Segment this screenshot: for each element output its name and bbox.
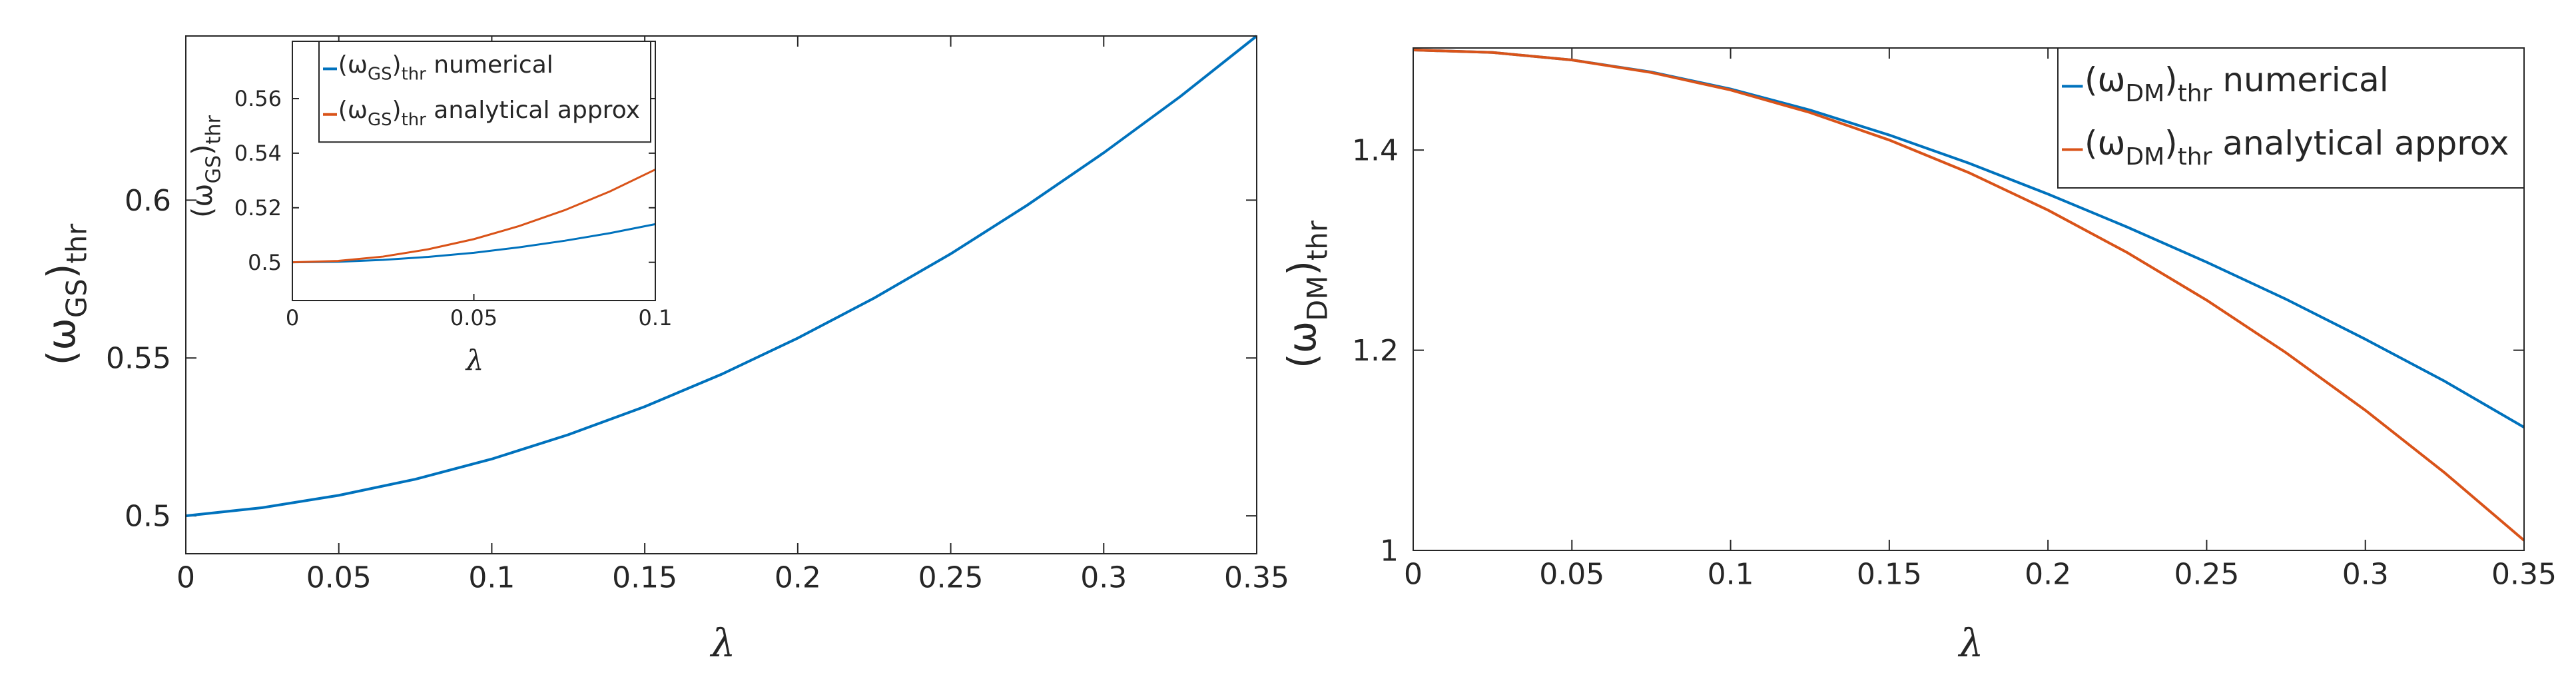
label-part: analytical approx — [426, 97, 640, 124]
series-line — [292, 223, 656, 264]
axes: 0 0.05 0.10.50.520.540.56λ(ωGS)thr(ωGS)thr… — [186, 41, 672, 376]
x-tick-label: 0.15 — [1857, 558, 1922, 592]
label-part: thr — [1301, 220, 1333, 261]
label-part: analytical approx — [2212, 124, 2509, 163]
y-tick-label: 1.2 — [1352, 334, 1399, 368]
y-tick-label: 0.52 — [234, 195, 282, 221]
axes-box — [1413, 47, 2525, 551]
label-part: ) — [1279, 261, 1325, 276]
y-axis-label: (ωDM)thr — [1279, 220, 1333, 368]
x-tick-label: 0.3 — [1080, 561, 1127, 595]
axes: 0 0.05 0.1 0.15 0.2 0.25 0.3 0.350.50.550.6λ(ωG… — [39, 35, 1289, 666]
label-part: numerical — [426, 51, 553, 79]
x-tick-label: 0.2 — [2025, 558, 2071, 592]
legend-box — [2057, 47, 2525, 189]
label-part: thr — [402, 110, 427, 130]
x-tick-label: 0.1 — [1708, 558, 1754, 592]
label-part: GS — [368, 65, 392, 85]
series-line — [185, 35, 1258, 518]
x-tick-label: 0.2 — [775, 561, 821, 595]
label-part: ) — [186, 144, 218, 155]
y-tick-label: 0.5 — [248, 250, 282, 275]
x-tick-label: 0.05 — [450, 305, 497, 331]
label-part: (ω — [2085, 61, 2125, 99]
series-line — [292, 169, 656, 264]
y-tick-label: 0.56 — [234, 86, 282, 111]
label-part: (ω — [1279, 321, 1325, 368]
label-part: ) — [2164, 61, 2178, 99]
x-tick-label: 0.1 — [468, 561, 515, 595]
x-axis-label: λ — [465, 344, 484, 376]
label-part: (ω — [39, 318, 84, 365]
y-tick-label: 1 — [1380, 534, 1399, 568]
x-tick-label: 0 — [176, 561, 195, 595]
x-tick-label: 0 — [286, 305, 299, 331]
label-part: thr — [2178, 143, 2212, 171]
label-part: thr — [2178, 80, 2212, 107]
label-part: (ω — [338, 97, 368, 124]
legend-box — [318, 41, 651, 143]
label-part: DM — [2125, 143, 2164, 171]
y-tick-label: 0.55 — [106, 342, 171, 376]
label-part: (ω — [186, 183, 218, 218]
x-tick-label: 0.05 — [1539, 558, 1604, 592]
label-part: ) — [392, 97, 402, 124]
label-part: (ω — [338, 51, 368, 79]
legend-label: (ωDM)thr analytical approx — [2085, 124, 2509, 171]
series-line — [1413, 49, 2525, 542]
x-tick-label: 0.15 — [612, 561, 677, 595]
x-tick-label: 0.35 — [1224, 561, 1289, 595]
legend-label: (ωDM)thr numerical — [2085, 61, 2389, 107]
label-part: DM — [1301, 276, 1333, 321]
x-axis-label: λ — [1958, 620, 1984, 666]
label-part: ) — [392, 51, 402, 79]
x-tick-label: 0.1 — [639, 305, 673, 331]
x-tick-label: 0 — [1404, 558, 1423, 592]
label-part: thr — [402, 65, 427, 85]
legend-label: (ωGS)thr analytical approx — [338, 97, 640, 130]
label-part: GS — [60, 279, 93, 318]
x-tick-label: 0.35 — [2491, 558, 2557, 592]
y-tick-label: 0.6 — [125, 184, 171, 218]
x-tick-label: 0.25 — [918, 561, 984, 595]
x-tick-label: 0.3 — [2342, 558, 2389, 592]
x-tick-label: 0.05 — [306, 561, 372, 595]
label-part: thr — [60, 223, 93, 264]
y-tick-label: 0.5 — [125, 500, 171, 534]
y-tick-label: 1.4 — [1352, 134, 1399, 168]
y-axis-label: (ωGS)thr — [186, 115, 226, 218]
axes: 0 0.05 0.1 0.15 0.2 0.25 0.3 0.3511.21.4λ(ωDM)t… — [1279, 47, 2557, 666]
label-part: thr — [202, 115, 226, 144]
label-part: DM — [2125, 80, 2164, 107]
label-part: ) — [2164, 124, 2178, 163]
axes-box — [185, 35, 1257, 554]
label-part: GS — [202, 155, 226, 184]
legend-label: (ωGS)thr numerical — [338, 51, 553, 85]
y-axis-label: (ωGS)thr — [39, 223, 93, 366]
label-part: numerical — [2212, 61, 2388, 99]
label-part: ) — [39, 264, 84, 279]
x-tick-label: 0.25 — [2174, 558, 2239, 592]
label-part: GS — [368, 110, 392, 130]
y-tick-label: 0.54 — [234, 141, 282, 166]
x-axis-label: λ — [710, 620, 736, 666]
label-part: (ω — [2085, 124, 2125, 163]
